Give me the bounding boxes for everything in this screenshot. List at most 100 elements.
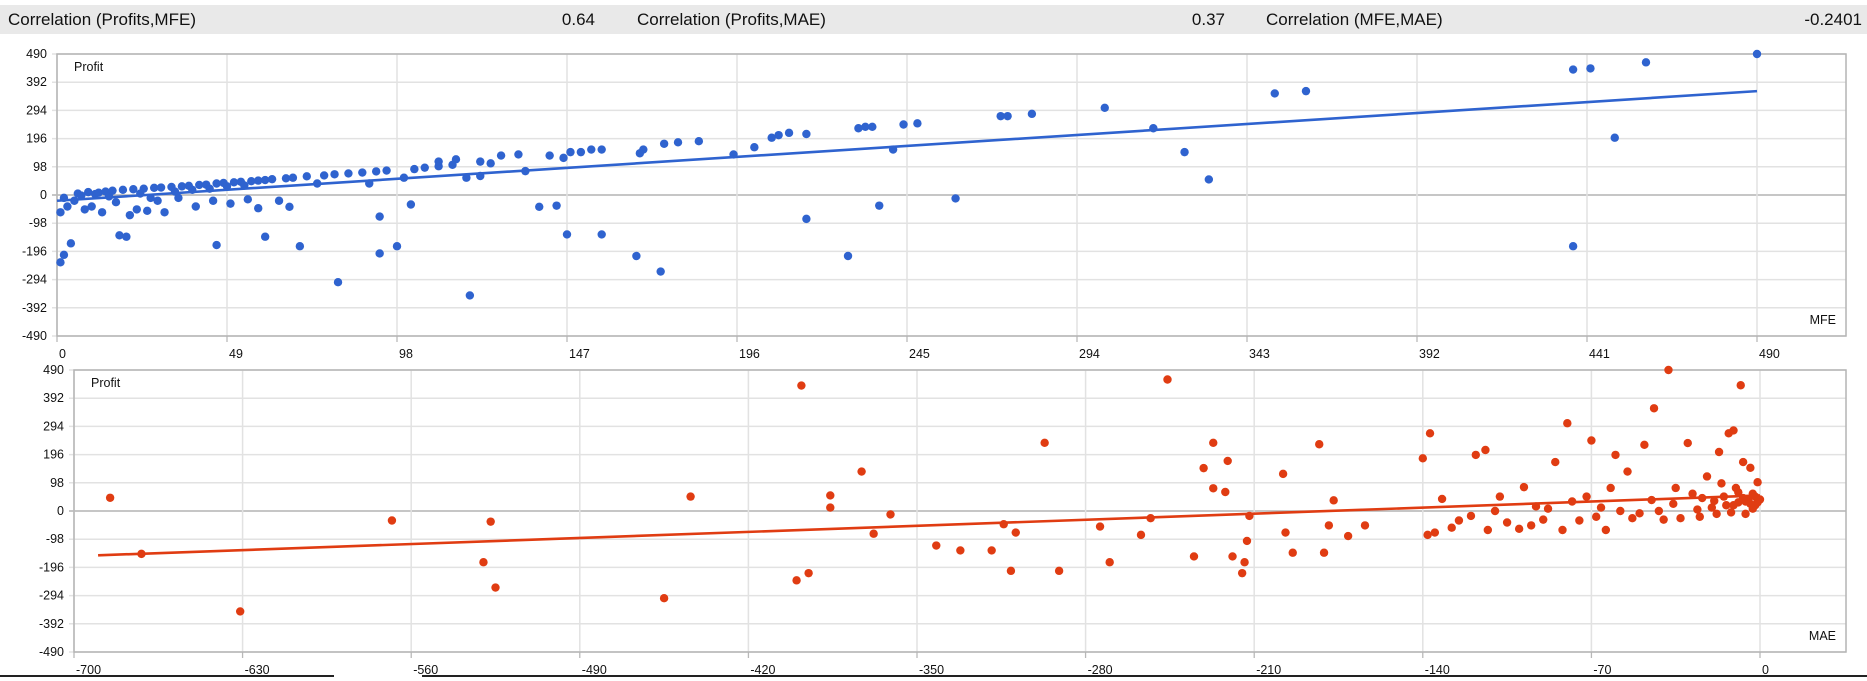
data-point [63, 202, 72, 211]
data-point [1040, 438, 1049, 448]
data-point [1490, 506, 1500, 516]
data-point [1027, 109, 1037, 119]
data-point [750, 143, 759, 152]
data-point [857, 467, 866, 476]
data-point [826, 503, 835, 512]
data-point [1095, 522, 1105, 531]
y-tick-label: -490 [39, 645, 64, 659]
data-point [105, 493, 115, 502]
data-point [486, 159, 495, 168]
data-point [1710, 496, 1719, 506]
data-point [1454, 516, 1464, 525]
x-tick-label: -420 [750, 663, 775, 677]
data-point [1315, 440, 1324, 449]
data-point [1635, 509, 1644, 518]
data-point [358, 168, 367, 177]
y-tick-label: 98 [50, 476, 64, 490]
data-point [1558, 525, 1567, 535]
data-point [1592, 512, 1601, 521]
data-point [1640, 440, 1649, 450]
data-point [375, 249, 384, 258]
x-tick-label: 196 [739, 347, 760, 361]
data-point [1551, 457, 1560, 467]
data-point [1539, 515, 1548, 524]
data-point [212, 179, 221, 188]
x-tick-label: 441 [1589, 347, 1610, 361]
data-point [1199, 463, 1208, 473]
data-point [1587, 436, 1596, 445]
y-tick-label: -490 [22, 329, 47, 343]
data-point [84, 187, 93, 197]
data-point [115, 231, 124, 240]
y-tick-label: -392 [22, 301, 47, 315]
y-tick-label: 196 [26, 132, 47, 146]
data-point [1734, 488, 1743, 497]
x-tick-label: 147 [569, 347, 590, 361]
data-point [281, 174, 291, 183]
data-point [491, 583, 500, 592]
data-point [1601, 525, 1611, 535]
data-point [1746, 463, 1755, 473]
x-tick-label: -560 [413, 663, 438, 677]
data-point [212, 240, 221, 250]
x-axis-label: MFE [1810, 313, 1836, 327]
data-point [1006, 566, 1016, 576]
x-tick-label: -490 [582, 663, 607, 677]
data-point [802, 129, 811, 139]
data-point [254, 176, 263, 185]
data-point [1324, 521, 1334, 530]
data-point [1011, 528, 1020, 537]
data-point [174, 193, 183, 203]
data-point [843, 251, 853, 261]
data-point [149, 183, 159, 193]
data-point [235, 607, 245, 616]
data-point [143, 206, 152, 216]
data-point [868, 122, 877, 132]
data-point [1717, 479, 1726, 488]
data-point [1360, 521, 1370, 530]
data-point [118, 185, 128, 195]
data-point [1425, 429, 1435, 438]
data-point [410, 164, 419, 174]
data-point [1519, 482, 1529, 492]
data-point [1526, 521, 1536, 530]
data-point [1683, 438, 1692, 448]
data-point [406, 200, 416, 209]
data-point [1568, 242, 1578, 251]
data-point [1502, 518, 1512, 527]
data-point [274, 196, 284, 205]
data-point [597, 145, 606, 154]
trend-line [56, 89, 1758, 203]
data-point [392, 242, 402, 251]
data-point [1223, 456, 1232, 466]
data-point [659, 139, 669, 148]
data-point [319, 171, 329, 180]
data-point [295, 242, 305, 251]
data-point [899, 120, 908, 129]
data-point [1623, 467, 1632, 476]
y-tick-label: 490 [26, 47, 47, 61]
data-point [1329, 496, 1338, 505]
data-point [1237, 568, 1247, 578]
data-point [1270, 89, 1279, 98]
y-tick-label: 392 [43, 391, 64, 405]
corr-mfe-mae-label: Correlation (MFE,MAE) [1266, 10, 1443, 29]
y-tick-label: -392 [39, 617, 64, 631]
data-point [1466, 511, 1476, 521]
data-point [635, 149, 645, 158]
data-point [125, 210, 135, 220]
data-point [1288, 548, 1297, 557]
data-point [330, 170, 339, 179]
data-point [1054, 566, 1064, 576]
y-tick-label: -98 [29, 216, 47, 230]
data-point [1568, 65, 1578, 74]
data-point [1418, 454, 1428, 463]
data-point [132, 205, 141, 214]
data-point [371, 167, 381, 176]
data-point [448, 160, 457, 169]
data-point [562, 230, 572, 239]
data-point [97, 208, 107, 217]
data-point [56, 258, 65, 267]
data-point [1204, 175, 1214, 184]
data-point [1671, 483, 1680, 493]
